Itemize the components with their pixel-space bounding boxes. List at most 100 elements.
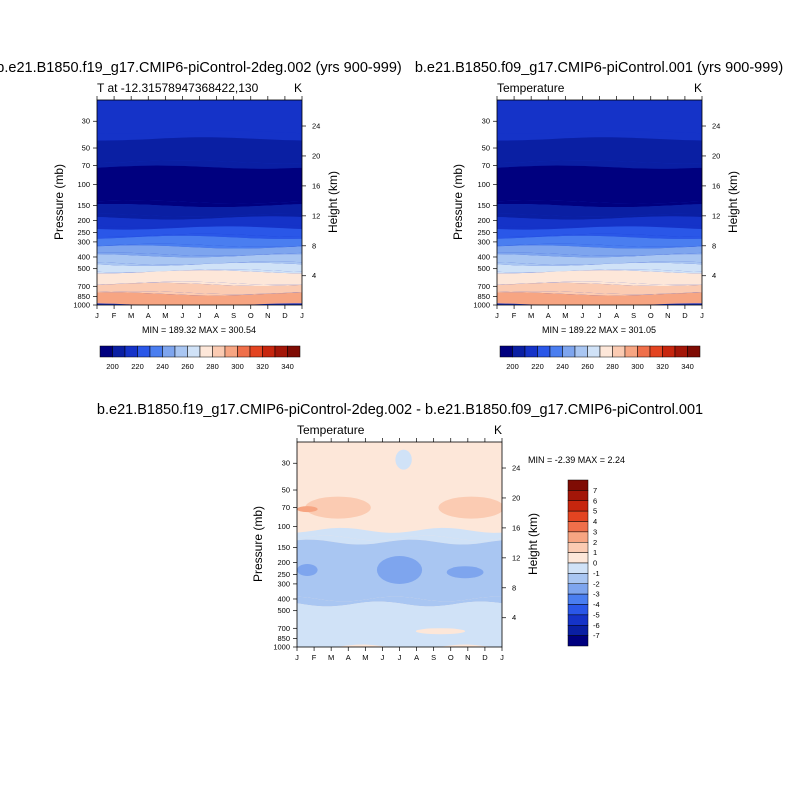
colorbar-swatch (562, 345, 576, 358)
panel-2-title: b.e21.B1850.f09_g17.CMIP6-piControl.001 … (415, 60, 783, 76)
x-tick-label: A (614, 311, 619, 320)
x-tick-label: J (598, 311, 602, 320)
contour-band (97, 226, 302, 237)
panel-1-left-label: T at -12.31578947368422,130 (97, 81, 259, 95)
x-tick-label: S (631, 311, 636, 320)
y-tick-label: 400 (77, 252, 90, 261)
contour-band (97, 292, 302, 305)
x-tick-label: J (295, 653, 299, 662)
y-tick-label: 500 (77, 264, 90, 273)
colorbar-swatch (649, 345, 663, 358)
y-tick-label: 30 (82, 117, 90, 126)
x-tick-label: J (300, 311, 304, 320)
x-tick-label: J (198, 311, 202, 320)
contour-band (497, 291, 702, 296)
panel-1-plot-area (97, 100, 302, 305)
colorbar-swatch (262, 345, 276, 358)
contour-band (97, 216, 302, 228)
colorbar-swatch (274, 345, 288, 358)
colorbar-label: -1 (593, 569, 600, 578)
colorbar-label: 200 (106, 362, 119, 371)
colorbar-label: -3 (593, 590, 600, 599)
height-tick-label: 16 (512, 523, 520, 532)
colorbar-swatch (567, 562, 589, 574)
colorbar-label: 2 (593, 538, 597, 547)
contour-band (97, 291, 302, 296)
colorbar-label: 6 (593, 496, 597, 505)
colorbar-label: 280 (606, 362, 619, 371)
y-tick-label: 200 (277, 558, 290, 567)
contour-band (497, 282, 702, 295)
y-tick-label: 300 (477, 237, 490, 246)
contour-band (497, 216, 702, 228)
y-tick-label: 1000 (473, 301, 490, 310)
panel-3-left-label: Temperature (297, 423, 365, 437)
contour-band (497, 281, 702, 286)
y-tick-label: 200 (477, 216, 490, 225)
y-tick-label: 50 (482, 144, 490, 153)
panel-1-minmax: MIN = 189.32 MAX = 300.54 (142, 325, 256, 335)
x-tick-label: O (648, 311, 654, 320)
height-tick-label: 4 (312, 271, 316, 280)
contour-band (497, 292, 702, 305)
x-tick-label: A (546, 311, 551, 320)
contour-band (497, 226, 702, 237)
colorbar-swatch (287, 345, 301, 358)
colorbar-label: 200 (506, 362, 519, 371)
colorbar-swatch (567, 531, 589, 543)
contour-band (497, 137, 702, 164)
x-tick-label: M (562, 311, 568, 320)
colorbar-label: -6 (593, 621, 600, 630)
colorbar-label: 1 (593, 548, 597, 557)
x-tick-label: A (214, 311, 219, 320)
height-tick-label: 16 (312, 181, 320, 190)
contour-band (97, 243, 302, 249)
contour-band (97, 252, 302, 258)
contour-band (97, 281, 302, 286)
contour-band (497, 100, 702, 134)
y-tick-label: 250 (77, 228, 90, 237)
colorbar-swatch (124, 345, 138, 358)
colorbar-swatch (199, 345, 213, 358)
panel-2-colorbar: 200 220 240 260 280 300 320 340 (499, 345, 701, 371)
colorbar-swatch (687, 345, 701, 358)
colorbar-swatch (162, 345, 176, 358)
colorbar-label: 280 (206, 362, 219, 371)
colorbar-label: 340 (681, 362, 694, 371)
contour-band (97, 200, 302, 208)
x-tick-label: J (581, 311, 585, 320)
colorbar-swatch (249, 345, 263, 358)
x-tick-label: J (181, 311, 185, 320)
panel-1-y2label: Height (km) (326, 171, 340, 233)
contour-feature (395, 449, 412, 470)
colorbar-label: 260 (581, 362, 594, 371)
x-tick-label: J (700, 311, 704, 320)
colorbar-swatch (174, 345, 188, 358)
y-tick-label: 850 (77, 292, 90, 301)
height-tick-label: 20 (312, 151, 320, 160)
colorbar-swatch (662, 345, 676, 358)
y-tick-label: 100 (277, 522, 290, 531)
x-tick-label: M (528, 311, 534, 320)
height-tick-label: 8 (712, 241, 716, 250)
height-tick-label: 24 (712, 122, 720, 131)
x-tick-label: D (482, 653, 488, 662)
contour-band (97, 233, 302, 239)
contour-band (497, 204, 702, 217)
contour-band (97, 270, 302, 285)
x-tick-label: O (248, 311, 254, 320)
x-tick-label: J (500, 653, 504, 662)
x-tick-label: J (495, 311, 499, 320)
contour-band (97, 213, 302, 220)
contour-band (97, 130, 302, 141)
colorbar-swatch (99, 345, 113, 358)
contour-band (97, 245, 302, 256)
colorbar-swatch (567, 510, 589, 522)
colorbar-swatch (112, 345, 126, 358)
y-tick-label: 300 (277, 579, 290, 588)
y-tick-label: 1000 (73, 301, 90, 310)
height-tick-label: 8 (512, 583, 516, 592)
contour-band (497, 213, 702, 220)
height-tick-label: 20 (712, 151, 720, 160)
contour-feature (446, 566, 484, 579)
